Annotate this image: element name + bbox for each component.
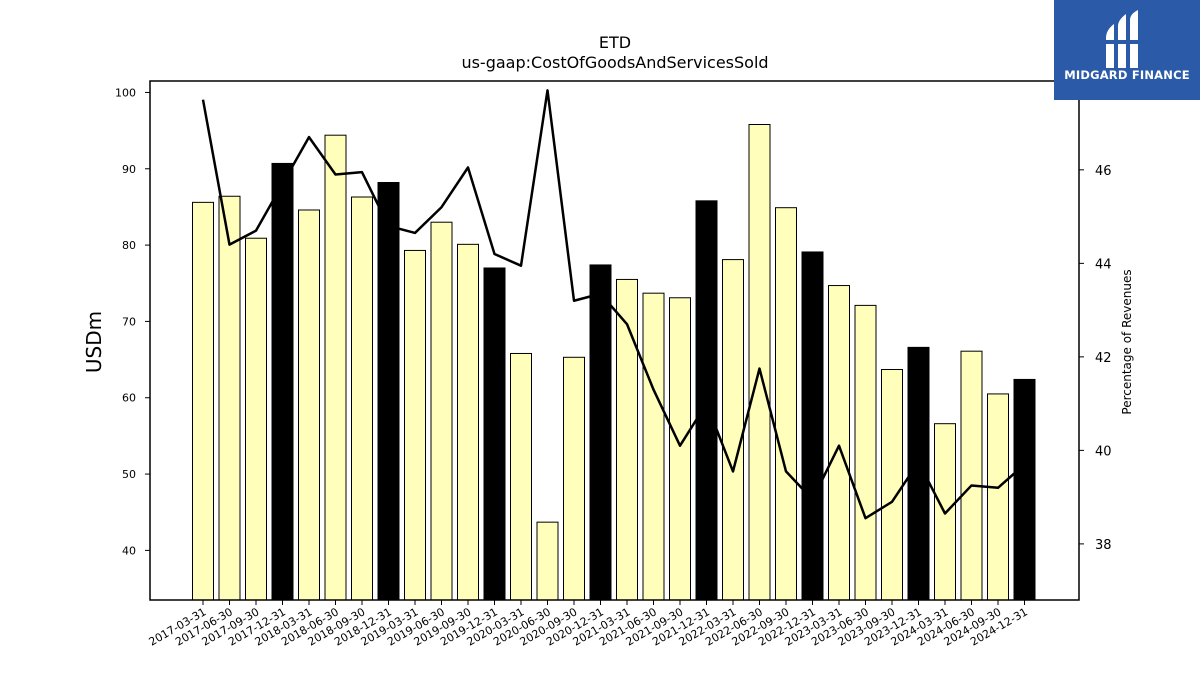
y2-tick-label-44: 44 [1095,257,1112,272]
percentage-line [201,89,1026,520]
bar-2022-12-31 [801,251,824,601]
y2-tick-label-38: 38 [1095,538,1112,553]
bar-2018-06-30 [324,134,347,601]
y-tick-label-50: 50 [122,468,136,481]
bar-2022-09-30 [775,207,797,601]
bar-2020-12-31 [589,264,612,601]
bar-2023-09-30 [881,369,903,601]
bar-2019-06-30 [430,221,453,601]
bar-2019-03-31 [404,249,426,601]
bar-2021-09-30 [669,297,691,601]
bar-2020-09-30 [563,356,585,601]
chart-title: ETD [599,33,631,52]
bar-2024-09-30 [987,393,1009,601]
y-axis-label: USDm [82,311,106,373]
bar-2017-03-31 [192,201,214,601]
bar-2020-03-31 [510,352,532,601]
x-axis: 2017-03-312017-06-302017-09-302017-12-31… [147,600,1030,649]
y-tick-label-60: 60 [122,392,136,405]
bar-2023-03-31 [828,285,850,601]
midgard-logo-icon [1106,10,1146,68]
y-tick-label-100: 100 [115,86,136,99]
bar-2019-09-30 [457,243,479,601]
bars-layer [192,124,1036,601]
y-tick-label-40: 40 [122,544,136,557]
bar-2017-06-30 [218,195,241,601]
bar-2021-12-31 [695,200,718,601]
bar-2017-12-31 [271,162,294,601]
bar-2022-03-31 [722,259,744,601]
y-tick-label-90: 90 [122,163,136,176]
bar-2022-06-30 [748,124,771,601]
y2-tick-label-46: 46 [1095,164,1112,179]
y2-axis-label: Percentage of Revenues [1120,269,1134,414]
line-layer [201,89,1026,520]
brand-name: MIDGARD FINANCE [1064,68,1190,82]
bar-2021-06-30 [642,292,665,601]
bar-2018-09-30 [351,196,373,601]
y-tick-label-80: 80 [122,239,136,252]
bar-2019-12-31 [483,267,506,601]
bar-2018-03-31 [298,209,320,601]
chart-subtitle: us-gaap:CostOfGoodsAndServicesSold [461,53,768,72]
y2-tick-label-42: 42 [1095,351,1112,366]
brand-logo: MIDGARD FINANCE [1054,0,1200,100]
bar-2018-12-31 [377,182,400,601]
y-axis-right: 38 40 42 44 46 [1079,164,1112,553]
bar-2017-09-30 [245,237,267,601]
plot-frame [149,80,1080,601]
y-tick-label-70: 70 [122,315,136,328]
bar-2021-03-31 [616,278,638,601]
bar-2023-06-30 [854,304,877,601]
bar-2020-06-30 [536,521,559,601]
bar-2024-12-31 [1013,378,1036,601]
y2-tick-label-40: 40 [1095,444,1112,459]
y-axis-left: 40 50 60 70 80 90 100 [115,86,150,557]
bar-2024-06-30 [960,350,983,601]
